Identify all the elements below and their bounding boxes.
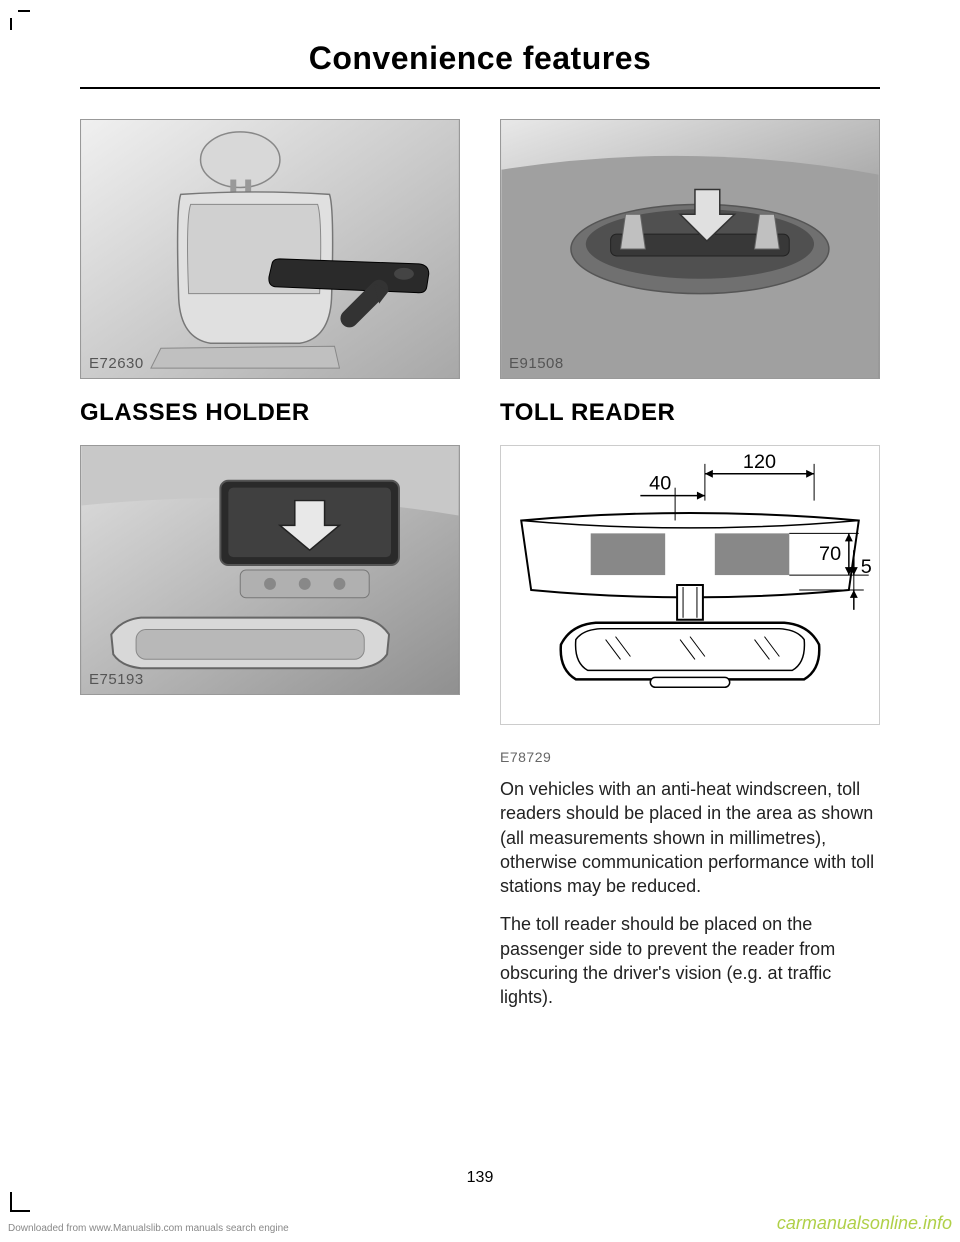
- toll-paragraph-2: The toll reader should be placed on the …: [500, 912, 880, 1009]
- glasses-holder-illustration: [81, 446, 459, 694]
- figure-toll-diagram: 120 40 70: [500, 445, 880, 725]
- handle-illustration: [501, 120, 879, 378]
- figure-label: E91508: [509, 355, 564, 372]
- figure-seat-tray: E72630: [80, 119, 460, 379]
- right-column: E91508 TOLL READER 120 40: [500, 119, 880, 1024]
- figure-label: E75193: [89, 671, 144, 688]
- toll-reader-heading: TOLL READER: [500, 399, 880, 427]
- page-title: Convenience features: [80, 40, 880, 77]
- toll-paragraph-1: On vehicles with an anti-heat windscreen…: [500, 777, 880, 898]
- seat-tray-illustration: [81, 120, 459, 378]
- content-columns: E72630 GLASSES HOLDER: [80, 119, 880, 1024]
- figure-label: E72630: [89, 355, 144, 372]
- page-number: 139: [467, 1169, 494, 1187]
- figure-handle: E91508: [500, 119, 880, 379]
- header-divider: [80, 87, 880, 89]
- toll-zone-right: [715, 533, 789, 575]
- dimension-5: 5: [861, 556, 872, 578]
- dimension-40: 40: [649, 473, 671, 495]
- footer-download-text: Downloaded from www.Manualslib.com manua…: [8, 1223, 289, 1234]
- toll-reader-diagram: 120 40 70: [501, 446, 879, 724]
- dimension-70: 70: [819, 543, 841, 565]
- page-container: Convenience features: [0, 0, 960, 1242]
- dimension-120: 120: [743, 451, 776, 473]
- toll-zone-left: [591, 533, 665, 575]
- glasses-holder-heading: GLASSES HOLDER: [80, 399, 460, 427]
- figure-glasses-holder: E75193: [80, 445, 460, 695]
- watermark-text: carmanualsonline.info: [777, 1213, 952, 1234]
- figure-label: E78729: [500, 749, 880, 765]
- page-header: Convenience features: [80, 40, 880, 77]
- left-column: E72630 GLASSES HOLDER: [80, 119, 460, 1024]
